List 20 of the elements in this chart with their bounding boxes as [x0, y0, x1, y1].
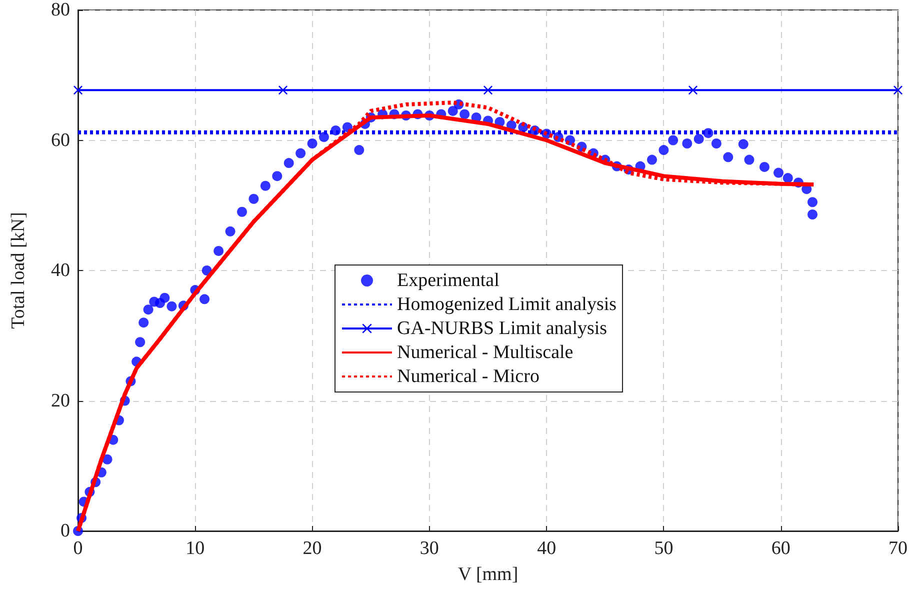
y-tick-label: 40	[51, 260, 70, 281]
y-tick-label: 80	[51, 0, 70, 20]
x-tick-label: 30	[420, 538, 439, 559]
x-tick-label: 10	[186, 538, 205, 559]
y-tick-label: 0	[60, 520, 70, 542]
legend-label: GA-NURBS Limit analysis	[397, 318, 608, 339]
y-axis-title: Total load [kN]	[8, 212, 29, 329]
x-tick-label: 60	[771, 538, 790, 559]
y-tick-label: 60	[51, 130, 70, 151]
y-tick-label: 20	[51, 390, 70, 412]
x-tick-label: 20	[302, 538, 322, 559]
x-tick-label: 50	[654, 538, 674, 559]
x-tick-label: 0	[73, 538, 83, 559]
legend-label: Numerical - Multiscale	[397, 342, 574, 363]
legend-label: Homogenized Limit analysis	[397, 294, 617, 315]
legend-label: Numerical - Micro	[397, 366, 540, 387]
x-tick-label: 40	[537, 538, 556, 559]
x-axis-title: V [mm]	[458, 564, 518, 585]
x-tick-label: 70	[888, 538, 908, 559]
legend-label: Experimental	[397, 270, 500, 291]
